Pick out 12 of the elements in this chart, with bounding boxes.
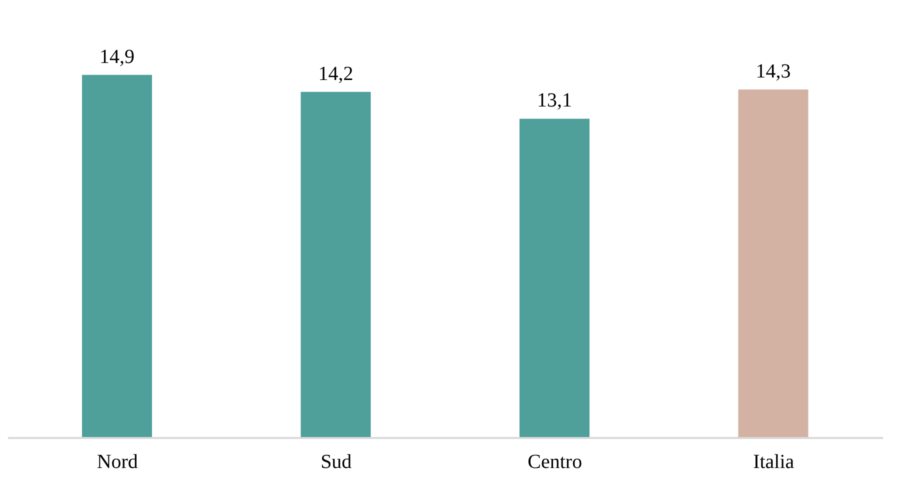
bar [300, 92, 371, 438]
data-label: 13,1 [537, 90, 572, 112]
x-tick-label: Italia [753, 451, 794, 474]
x-tick-label: Nord [96, 451, 138, 474]
bar [520, 118, 590, 438]
data-label: 14,9 [100, 46, 134, 68]
data-label: 14,2 [318, 62, 354, 85]
x-tick-label: Centro [528, 451, 582, 474]
bar [738, 89, 808, 438]
bar [82, 74, 152, 438]
x-tick-label: Sud [320, 451, 352, 474]
data-label: 14,3 [756, 60, 791, 82]
